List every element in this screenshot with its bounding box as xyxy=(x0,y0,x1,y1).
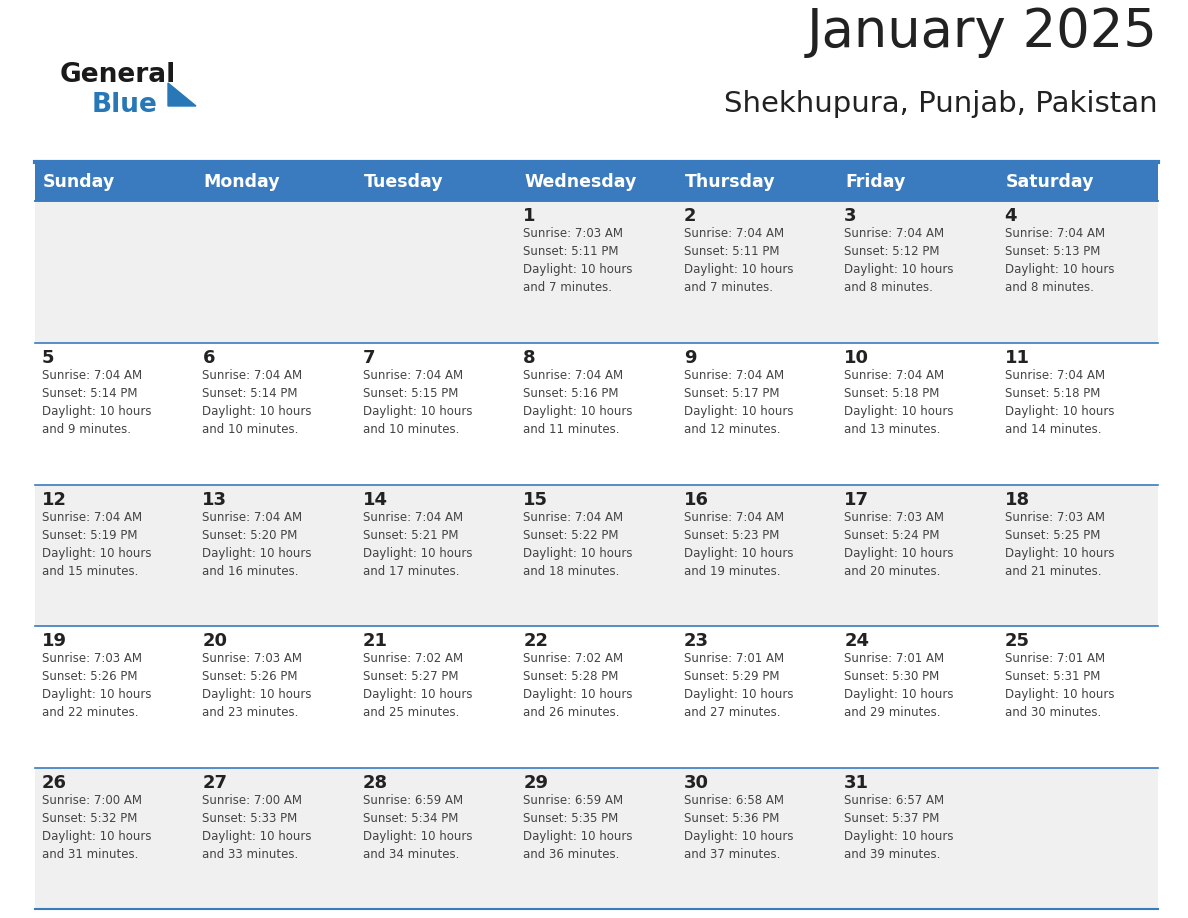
Text: Sunday: Sunday xyxy=(43,173,115,191)
Text: 2: 2 xyxy=(684,207,696,225)
Text: 8: 8 xyxy=(523,349,536,367)
Text: Sunrise: 6:59 AM
Sunset: 5:34 PM
Daylight: 10 hours
and 34 minutes.: Sunrise: 6:59 AM Sunset: 5:34 PM Dayligh… xyxy=(362,794,473,861)
Text: 29: 29 xyxy=(523,774,549,792)
Text: Thursday: Thursday xyxy=(684,173,776,191)
Text: 4: 4 xyxy=(1005,207,1017,225)
Bar xyxy=(34,626,1158,768)
Text: 26: 26 xyxy=(42,774,67,792)
Text: Shekhupura, Punjab, Pakistan: Shekhupura, Punjab, Pakistan xyxy=(725,90,1158,118)
Text: 23: 23 xyxy=(684,633,709,650)
Polygon shape xyxy=(168,83,196,106)
Text: General: General xyxy=(61,62,176,88)
Bar xyxy=(34,485,1158,626)
Bar xyxy=(34,342,1158,485)
Text: 6: 6 xyxy=(202,349,215,367)
Text: 15: 15 xyxy=(523,490,549,509)
Text: Sunrise: 7:04 AM
Sunset: 5:16 PM
Daylight: 10 hours
and 11 minutes.: Sunrise: 7:04 AM Sunset: 5:16 PM Dayligh… xyxy=(523,369,633,436)
Text: Sunrise: 7:04 AM
Sunset: 5:20 PM
Daylight: 10 hours
and 16 minutes.: Sunrise: 7:04 AM Sunset: 5:20 PM Dayligh… xyxy=(202,510,312,577)
Text: Sunrise: 6:59 AM
Sunset: 5:35 PM
Daylight: 10 hours
and 36 minutes.: Sunrise: 6:59 AM Sunset: 5:35 PM Dayligh… xyxy=(523,794,633,861)
Bar xyxy=(34,201,1158,342)
Text: 18: 18 xyxy=(1005,490,1030,509)
Text: Sunrise: 7:04 AM
Sunset: 5:22 PM
Daylight: 10 hours
and 18 minutes.: Sunrise: 7:04 AM Sunset: 5:22 PM Dayligh… xyxy=(523,510,633,577)
Bar xyxy=(356,163,517,201)
Text: Sunrise: 7:00 AM
Sunset: 5:33 PM
Daylight: 10 hours
and 33 minutes.: Sunrise: 7:00 AM Sunset: 5:33 PM Dayligh… xyxy=(202,794,312,861)
Text: Sunrise: 7:04 AM
Sunset: 5:13 PM
Daylight: 10 hours
and 8 minutes.: Sunrise: 7:04 AM Sunset: 5:13 PM Dayligh… xyxy=(1005,227,1114,294)
Text: 27: 27 xyxy=(202,774,227,792)
Text: 13: 13 xyxy=(202,490,227,509)
Text: 7: 7 xyxy=(362,349,375,367)
Text: Saturday: Saturday xyxy=(1005,173,1094,191)
Text: Sunrise: 7:01 AM
Sunset: 5:30 PM
Daylight: 10 hours
and 29 minutes.: Sunrise: 7:01 AM Sunset: 5:30 PM Dayligh… xyxy=(845,653,954,720)
Text: Sunrise: 7:01 AM
Sunset: 5:31 PM
Daylight: 10 hours
and 30 minutes.: Sunrise: 7:01 AM Sunset: 5:31 PM Dayligh… xyxy=(1005,653,1114,720)
Text: Sunrise: 6:58 AM
Sunset: 5:36 PM
Daylight: 10 hours
and 37 minutes.: Sunrise: 6:58 AM Sunset: 5:36 PM Dayligh… xyxy=(684,794,794,861)
Text: Sunrise: 7:04 AM
Sunset: 5:18 PM
Daylight: 10 hours
and 13 minutes.: Sunrise: 7:04 AM Sunset: 5:18 PM Dayligh… xyxy=(845,369,954,436)
Text: Friday: Friday xyxy=(845,173,905,191)
Text: Sunrise: 7:04 AM
Sunset: 5:12 PM
Daylight: 10 hours
and 8 minutes.: Sunrise: 7:04 AM Sunset: 5:12 PM Dayligh… xyxy=(845,227,954,294)
Bar xyxy=(34,163,196,201)
Text: Wednesday: Wednesday xyxy=(524,173,637,191)
Text: 21: 21 xyxy=(362,633,387,650)
Text: 31: 31 xyxy=(845,774,870,792)
Bar xyxy=(838,163,998,201)
Text: Sunrise: 7:04 AM
Sunset: 5:18 PM
Daylight: 10 hours
and 14 minutes.: Sunrise: 7:04 AM Sunset: 5:18 PM Dayligh… xyxy=(1005,369,1114,436)
Text: 5: 5 xyxy=(42,349,55,367)
Text: Sunrise: 7:04 AM
Sunset: 5:15 PM
Daylight: 10 hours
and 10 minutes.: Sunrise: 7:04 AM Sunset: 5:15 PM Dayligh… xyxy=(362,369,473,436)
Text: 3: 3 xyxy=(845,207,857,225)
Text: Sunrise: 7:04 AM
Sunset: 5:14 PM
Daylight: 10 hours
and 10 minutes.: Sunrise: 7:04 AM Sunset: 5:14 PM Dayligh… xyxy=(202,369,312,436)
Text: 11: 11 xyxy=(1005,349,1030,367)
Text: January 2025: January 2025 xyxy=(807,6,1158,58)
Text: 10: 10 xyxy=(845,349,870,367)
Text: Sunrise: 7:04 AM
Sunset: 5:23 PM
Daylight: 10 hours
and 19 minutes.: Sunrise: 7:04 AM Sunset: 5:23 PM Dayligh… xyxy=(684,510,794,577)
Text: Blue: Blue xyxy=(91,92,158,118)
Text: Sunrise: 7:02 AM
Sunset: 5:28 PM
Daylight: 10 hours
and 26 minutes.: Sunrise: 7:02 AM Sunset: 5:28 PM Dayligh… xyxy=(523,653,633,720)
Text: 25: 25 xyxy=(1005,633,1030,650)
Text: Sunrise: 7:04 AM
Sunset: 5:11 PM
Daylight: 10 hours
and 7 minutes.: Sunrise: 7:04 AM Sunset: 5:11 PM Dayligh… xyxy=(684,227,794,294)
Text: 14: 14 xyxy=(362,490,387,509)
Text: Sunrise: 7:03 AM
Sunset: 5:25 PM
Daylight: 10 hours
and 21 minutes.: Sunrise: 7:03 AM Sunset: 5:25 PM Dayligh… xyxy=(1005,510,1114,577)
Text: Monday: Monday xyxy=(203,173,280,191)
Text: Sunrise: 7:04 AM
Sunset: 5:14 PM
Daylight: 10 hours
and 9 minutes.: Sunrise: 7:04 AM Sunset: 5:14 PM Dayligh… xyxy=(42,369,152,436)
Text: Sunrise: 6:57 AM
Sunset: 5:37 PM
Daylight: 10 hours
and 39 minutes.: Sunrise: 6:57 AM Sunset: 5:37 PM Dayligh… xyxy=(845,794,954,861)
Text: 19: 19 xyxy=(42,633,67,650)
Text: Sunrise: 7:01 AM
Sunset: 5:29 PM
Daylight: 10 hours
and 27 minutes.: Sunrise: 7:01 AM Sunset: 5:29 PM Dayligh… xyxy=(684,653,794,720)
Text: Sunrise: 7:03 AM
Sunset: 5:11 PM
Daylight: 10 hours
and 7 minutes.: Sunrise: 7:03 AM Sunset: 5:11 PM Dayligh… xyxy=(523,227,633,294)
Text: 9: 9 xyxy=(684,349,696,367)
Text: Sunrise: 7:04 AM
Sunset: 5:19 PM
Daylight: 10 hours
and 15 minutes.: Sunrise: 7:04 AM Sunset: 5:19 PM Dayligh… xyxy=(42,510,152,577)
Text: 28: 28 xyxy=(362,774,388,792)
Text: Sunrise: 7:03 AM
Sunset: 5:26 PM
Daylight: 10 hours
and 23 minutes.: Sunrise: 7:03 AM Sunset: 5:26 PM Dayligh… xyxy=(202,653,312,720)
Bar xyxy=(998,163,1158,201)
Text: 16: 16 xyxy=(684,490,709,509)
Text: 12: 12 xyxy=(42,490,67,509)
Text: Sunrise: 7:04 AM
Sunset: 5:21 PM
Daylight: 10 hours
and 17 minutes.: Sunrise: 7:04 AM Sunset: 5:21 PM Dayligh… xyxy=(362,510,473,577)
Text: 30: 30 xyxy=(684,774,709,792)
Text: Sunrise: 7:02 AM
Sunset: 5:27 PM
Daylight: 10 hours
and 25 minutes.: Sunrise: 7:02 AM Sunset: 5:27 PM Dayligh… xyxy=(362,653,473,720)
Text: Sunrise: 7:03 AM
Sunset: 5:24 PM
Daylight: 10 hours
and 20 minutes.: Sunrise: 7:03 AM Sunset: 5:24 PM Dayligh… xyxy=(845,510,954,577)
Bar xyxy=(196,163,356,201)
Text: Tuesday: Tuesday xyxy=(364,173,443,191)
Text: 17: 17 xyxy=(845,490,870,509)
Bar xyxy=(677,163,838,201)
Text: Sunrise: 7:03 AM
Sunset: 5:26 PM
Daylight: 10 hours
and 22 minutes.: Sunrise: 7:03 AM Sunset: 5:26 PM Dayligh… xyxy=(42,653,152,720)
Text: 1: 1 xyxy=(523,207,536,225)
Text: Sunrise: 7:04 AM
Sunset: 5:17 PM
Daylight: 10 hours
and 12 minutes.: Sunrise: 7:04 AM Sunset: 5:17 PM Dayligh… xyxy=(684,369,794,436)
Text: Sunrise: 7:00 AM
Sunset: 5:32 PM
Daylight: 10 hours
and 31 minutes.: Sunrise: 7:00 AM Sunset: 5:32 PM Dayligh… xyxy=(42,794,152,861)
Bar xyxy=(517,163,677,201)
Text: 24: 24 xyxy=(845,633,870,650)
Text: 20: 20 xyxy=(202,633,227,650)
Bar xyxy=(34,768,1158,910)
Text: 22: 22 xyxy=(523,633,549,650)
